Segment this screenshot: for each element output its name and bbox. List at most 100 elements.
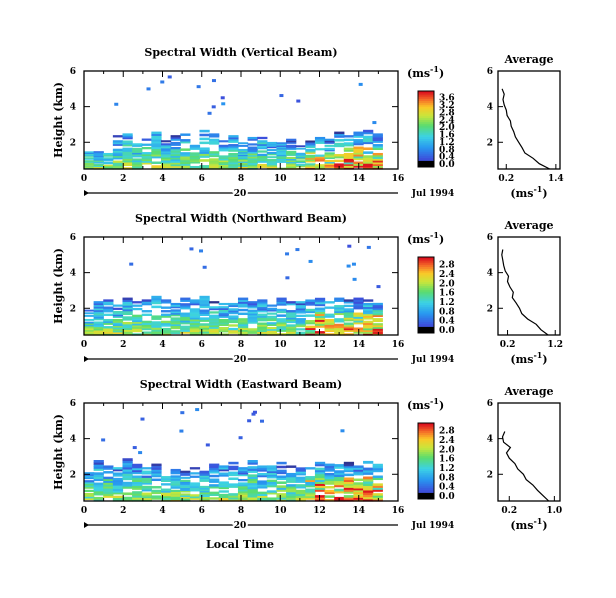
heatmap-cell (189, 324, 201, 327)
heatmap-cell (218, 144, 229, 147)
heatmap-cell (180, 497, 191, 501)
profile-unit-close: ) (542, 353, 547, 366)
heatmap-cell (141, 326, 152, 329)
heatmap-cell (103, 299, 114, 302)
heatmap-cell (324, 320, 335, 324)
heatmap-cell (84, 497, 95, 500)
heatmap-cell (93, 152, 104, 155)
heatmap-cell (343, 161, 355, 165)
heatmap-cell (247, 480, 258, 484)
y-tick-label: 4 (70, 269, 76, 279)
heatmap-cell (247, 154, 258, 157)
heatmap-cell (363, 469, 374, 473)
heatmap-cell (84, 161, 95, 163)
heatmap-cell (160, 144, 172, 147)
heatmap-cell (305, 492, 316, 495)
colorbar-tick-label: 1.6 (439, 455, 455, 465)
heatmap-cell (266, 156, 278, 159)
colorbar-segment (418, 447, 434, 451)
colorbar-segment (418, 272, 434, 275)
heatmap-cell (276, 159, 287, 162)
heatmap-cell (209, 306, 220, 309)
heatmap-cell (170, 323, 181, 326)
heatmap-cell (276, 469, 287, 473)
heatmap-cell (141, 482, 152, 485)
heatmap-cell (132, 143, 143, 146)
heatmap-cell (353, 301, 364, 304)
heatmap-cell (170, 472, 181, 475)
heatmap-cell (305, 490, 316, 493)
profile-frame (497, 402, 561, 502)
heatmap-cell (257, 155, 268, 158)
heatmap-cell (314, 497, 326, 500)
heatmap-cell (180, 161, 191, 164)
heatmap-cell (189, 311, 201, 315)
colorbar-segment (418, 144, 434, 147)
heatmap-cell (343, 147, 355, 150)
heatmap-cell (343, 308, 355, 311)
heatmap-cell (314, 471, 326, 475)
heatmap-cell (209, 471, 220, 474)
heatmap-cell (180, 163, 191, 166)
heatmap-cell (151, 165, 162, 168)
heatmap-cell (286, 497, 297, 500)
heatmap-cell (257, 497, 268, 500)
colorbar-segment (418, 461, 434, 464)
heatmap-cell (286, 484, 297, 487)
heatmap-cell (257, 310, 268, 313)
heatmap-cell (189, 467, 201, 470)
x-tick-label: 6 (199, 174, 205, 184)
heatmap-cell (189, 315, 201, 318)
profile-y-tick-label: 6 (487, 233, 493, 243)
heatmap-cell (141, 320, 152, 324)
heatmap-cell (305, 476, 316, 479)
heatmap-cell (305, 299, 316, 302)
heatmap-cell (180, 470, 191, 473)
heatmap-cell (353, 135, 364, 138)
heatmap-cell (276, 143, 287, 146)
heatmap-cell (257, 474, 268, 478)
heatmap-cell (199, 309, 210, 313)
colorbar-segment (418, 470, 434, 473)
heatmap-cell (343, 499, 355, 502)
heatmap-cell (141, 301, 152, 304)
heatmap-cell (112, 474, 124, 477)
heatmap-cell (305, 308, 316, 312)
heatmap-cell (257, 465, 268, 468)
heatmap-cell (132, 495, 143, 498)
colorbar-tick-label: 0.0 (439, 160, 455, 170)
echo-point (372, 121, 377, 125)
heatmap-cell (343, 163, 355, 167)
heatmap-cell (209, 328, 220, 331)
colorbar (418, 91, 434, 168)
heatmap-cell (314, 307, 326, 311)
heatmap-cell (151, 489, 162, 493)
colorbar-segment (418, 153, 434, 157)
heatmap-cell (189, 310, 201, 313)
heatmap-cell (314, 156, 326, 159)
heatmap-cell (324, 495, 335, 498)
heatmap-cell (324, 478, 335, 482)
heatmap-cell (93, 468, 104, 471)
heatmap-cell (84, 163, 95, 165)
heatmap-cell (276, 327, 287, 330)
heatmap-cell (112, 135, 124, 138)
heatmap-cell (122, 303, 133, 306)
heatmap-cell (228, 318, 239, 322)
heatmap-cell (334, 323, 345, 327)
heatmap-cell (160, 156, 172, 159)
heatmap-cell (209, 480, 220, 483)
heatmap-cell (199, 155, 210, 158)
heatmap-cell (343, 142, 355, 145)
x-tick-label: 0 (81, 340, 87, 350)
heatmap-cell (122, 308, 133, 312)
heatmap-cell (160, 322, 172, 325)
heatmap-cell (170, 326, 181, 330)
heatmap-cell (372, 152, 383, 156)
heatmap-cell (112, 326, 124, 330)
heatmap-cell (151, 471, 162, 474)
heatmap-cell (286, 331, 297, 334)
colorbar-segment (418, 442, 434, 445)
heatmap-cell (276, 465, 287, 469)
heatmap-cell (228, 156, 239, 159)
